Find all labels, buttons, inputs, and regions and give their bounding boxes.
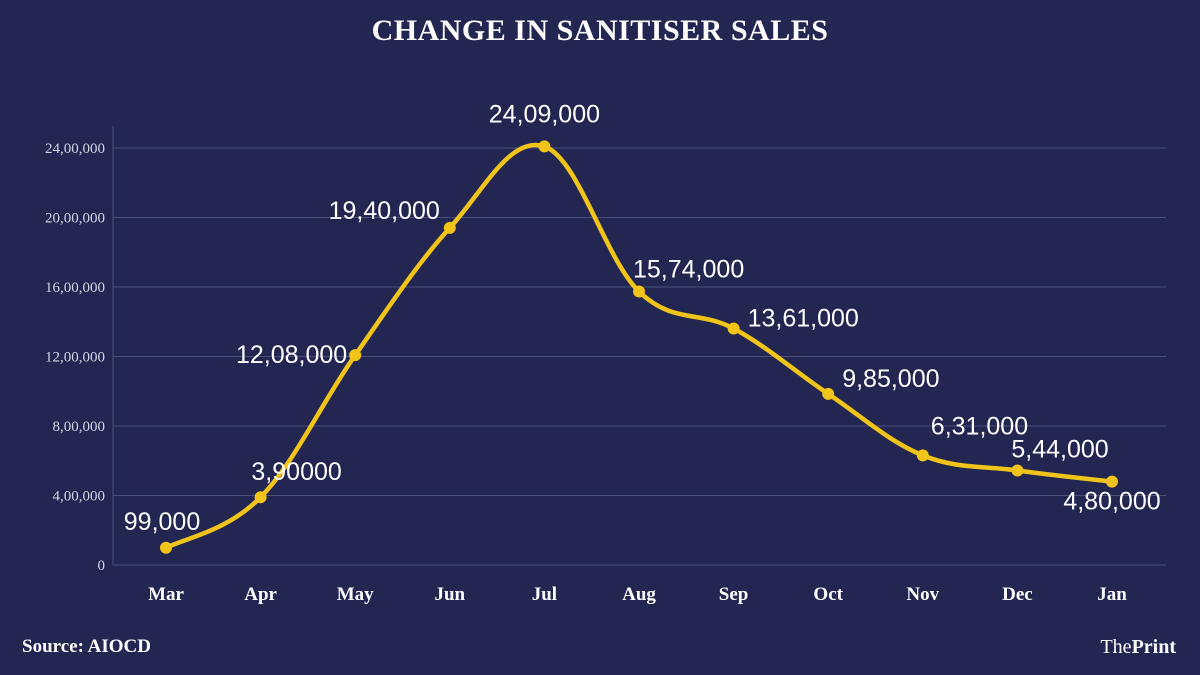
data-point (916, 449, 929, 462)
data-label: 12,08,000 (236, 341, 347, 369)
x-tick-label: Sep (719, 584, 749, 605)
x-tick-label: Mar (148, 584, 184, 605)
x-tick-label: Apr (244, 584, 277, 605)
y-tick-label: 8,00,000 (53, 419, 106, 435)
data-label: 24,09,000 (489, 100, 600, 128)
data-point (727, 322, 740, 335)
y-tick-label: 12,00,000 (45, 350, 105, 366)
brand-suffix: Print (1131, 636, 1176, 658)
data-point (538, 140, 551, 153)
x-tick-label: May (337, 584, 374, 605)
x-tick-label: Nov (906, 584, 939, 605)
data-point (254, 491, 267, 504)
y-tick-label: 20,00,000 (45, 211, 105, 227)
x-tick-label: Aug (622, 584, 656, 605)
x-tick-label: Jan (1097, 584, 1127, 605)
data-label: 3,90000 (251, 458, 341, 486)
data-point (443, 221, 456, 234)
brand-logo: ThePrint (1100, 636, 1176, 659)
x-tick-label: Jun (434, 584, 465, 605)
data-point (1106, 475, 1118, 488)
data-point (349, 349, 362, 362)
data-point (822, 387, 835, 400)
data-label: 4,80,000 (1063, 488, 1160, 516)
y-tick-label: 4,00,000 (53, 489, 106, 505)
y-tick-label: 0 (98, 558, 106, 574)
axis-layer: 0 4,00,000 8,00,000 12,00,000 16,00,000 20,00… (45, 126, 1127, 605)
point-layer (160, 140, 1118, 554)
brand-prefix: The (1100, 636, 1132, 658)
label-layer: 99,000 3,90000 12,08,000 19,40,000 24,09,000… (124, 100, 1161, 535)
data-label: 15,74,000 (633, 256, 744, 284)
data-label: 99,000 (124, 508, 200, 536)
x-tick-label: Dec (1002, 584, 1033, 605)
y-tick-label: 16,00,000 (45, 280, 105, 296)
data-label: 19,40,000 (329, 197, 440, 225)
grid-layer (113, 147, 1166, 566)
y-tick-label: 24,00,000 (45, 141, 105, 157)
data-point (1011, 464, 1024, 477)
chart-title: CHANGE IN SANITISER SALES (371, 14, 829, 47)
x-tick-label: Oct (813, 584, 843, 605)
data-label: 6,31,000 (931, 412, 1028, 440)
data-label: 9,85,000 (842, 365, 939, 393)
data-point (160, 541, 172, 554)
x-tick-label: Jul (532, 584, 557, 605)
data-label: 5,44,000 (1011, 435, 1108, 463)
data-point (633, 285, 645, 298)
source-note: Source: AIOCD (22, 636, 151, 657)
data-label: 13,61,000 (748, 305, 859, 333)
